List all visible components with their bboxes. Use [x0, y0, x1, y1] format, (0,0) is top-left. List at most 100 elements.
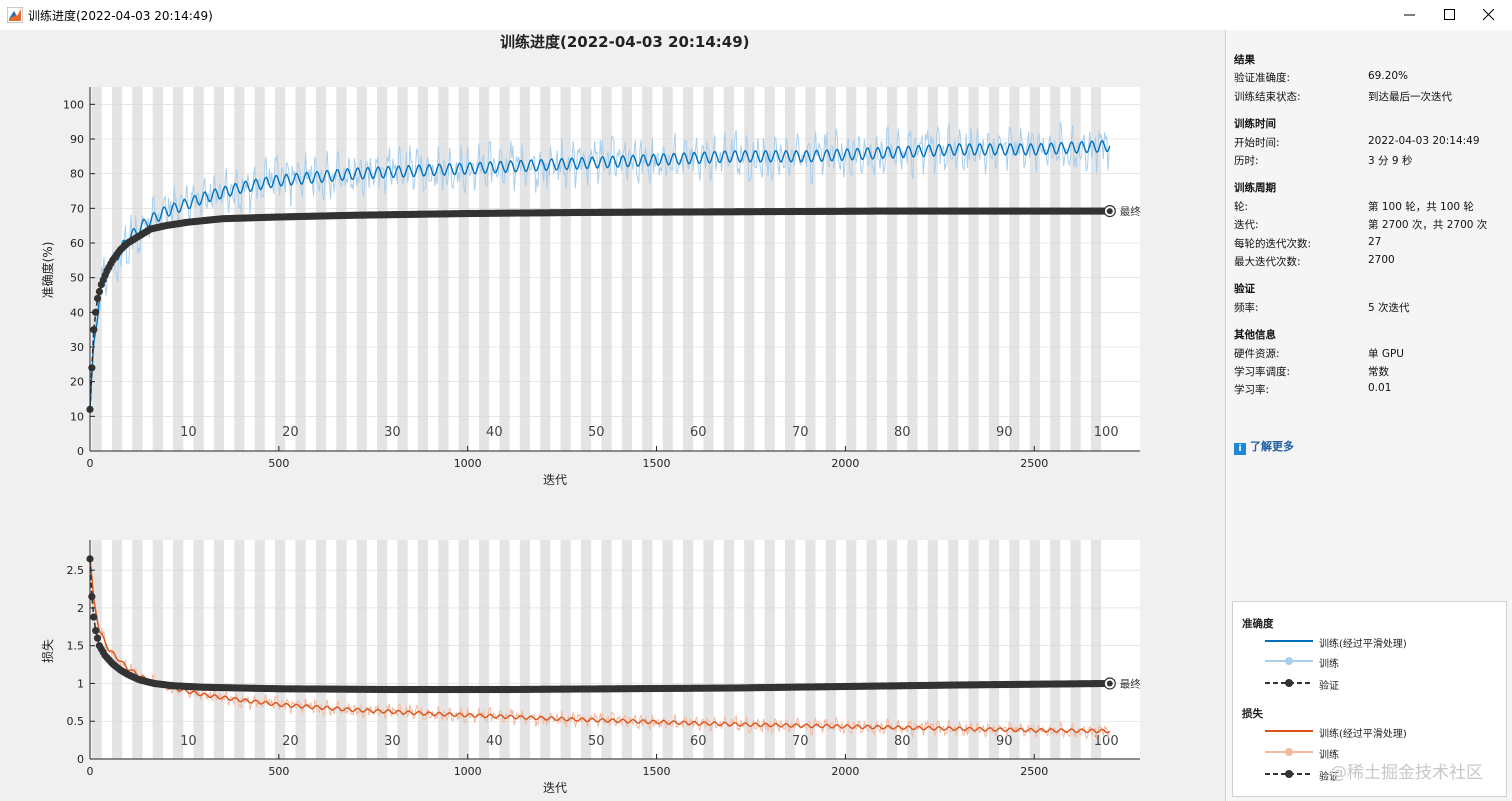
- close-button[interactable]: [1466, 0, 1512, 30]
- final-marker-dot: [1106, 208, 1113, 215]
- legend-loss-val: 验证: [1319, 772, 1339, 783]
- plot-background: [90, 87, 1140, 451]
- epoch-band: [275, 87, 286, 451]
- train-raw-line: [89, 556, 1110, 740]
- info-label: 轮:: [1234, 201, 1249, 213]
- watermark: @稀土掘金技术社区: [1330, 763, 1483, 783]
- validation-point: [93, 294, 102, 303]
- epoch-band: [397, 87, 408, 451]
- epoch-band: [397, 540, 408, 759]
- minimize-button[interactable]: [1387, 0, 1433, 30]
- info-label: 开始时间:: [1234, 137, 1280, 149]
- epoch-band: [519, 87, 531, 451]
- y-tick-label: 1.5: [67, 640, 85, 653]
- frequency-value: 5 次迭代: [1368, 302, 1410, 314]
- info-panel: 结果 验证准确度: 69.20% 训练结束状态: 到达最后一次迭代 训练时间 开…: [1225, 30, 1512, 801]
- validation-accuracy-value: 69.20%: [1368, 70, 1409, 82]
- maximize-icon: [1444, 9, 1455, 20]
- epoch-band: [723, 87, 734, 451]
- y-tick-label: 100: [63, 98, 84, 111]
- epoch-band: [479, 87, 490, 451]
- epoch-band: [438, 87, 449, 451]
- epoch-label: 20: [282, 425, 299, 440]
- epoch-band: [988, 87, 1000, 451]
- epoch-band: [417, 540, 429, 759]
- train-smoothed-line: [89, 558, 1111, 734]
- epoch-band: [540, 87, 551, 451]
- legend-loss-smoothed: 训练(经过平滑处理): [1319, 729, 1407, 740]
- epoch-band: [132, 540, 143, 759]
- epoch-band: [438, 540, 449, 759]
- epoch-band: [111, 87, 123, 451]
- y-tick-label: 0: [77, 753, 84, 766]
- matlab-app-icon: [7, 7, 23, 23]
- epoch-band: [275, 540, 286, 759]
- y-tick-label: 50: [70, 272, 84, 285]
- epoch-band: [356, 87, 367, 451]
- learn-more-link[interactable]: i 了解更多: [1234, 438, 1294, 455]
- info-label: 学习率调度:: [1234, 366, 1291, 378]
- epoch-band: [662, 87, 673, 451]
- epoch-band: [948, 87, 959, 451]
- legend-acc-val-swatch: [1265, 679, 1313, 687]
- other-heading: 其他信息: [1234, 329, 1276, 341]
- legend-box: 准确度 训练(经过平滑处理) 训练 验证 损失 训练(经过平滑处理) 训练 验证: [1232, 601, 1507, 797]
- final-label: 最终: [1120, 677, 1142, 690]
- epoch-label: 80: [894, 425, 911, 440]
- epoch-band: [1070, 540, 1081, 759]
- x-tick-label: 500: [268, 457, 289, 470]
- epoch-band: [132, 87, 143, 451]
- epoch-band: [968, 540, 979, 759]
- epoch-band: [968, 87, 979, 451]
- epoch-band: [152, 540, 163, 759]
- info-label: 频率:: [1234, 302, 1259, 314]
- x-tick-label: 1000: [454, 765, 482, 778]
- epoch-label: 30: [384, 425, 401, 440]
- epoch-band: [764, 87, 775, 451]
- epoch-band: [499, 87, 510, 451]
- y-tick-label: 2: [77, 602, 84, 615]
- epoch-band: [173, 87, 184, 451]
- validation-point: [90, 326, 98, 334]
- epoch-band: [886, 87, 898, 451]
- epoch-label: 20: [282, 734, 299, 749]
- learn-more-label: 了解更多: [1250, 440, 1294, 453]
- epoch-band: [1029, 87, 1040, 451]
- epoch-band: [519, 540, 531, 759]
- epoch-band: [846, 540, 857, 759]
- epoch-band: [621, 540, 632, 759]
- epoch-band: [1050, 540, 1061, 759]
- epoch-band: [336, 87, 347, 451]
- epoch-band: [1070, 87, 1081, 451]
- epoch-band: [825, 540, 836, 759]
- epoch-band: [499, 540, 510, 759]
- epoch-band: [642, 87, 653, 451]
- legend-acc-train: 训练: [1319, 659, 1339, 670]
- legend-loss-smoothed-swatch: [1265, 730, 1313, 732]
- info-icon: i: [1234, 443, 1246, 455]
- epoch-label: 60: [690, 425, 707, 440]
- elapsed-value: 3 分 9 秒: [1368, 155, 1413, 167]
- legend-accuracy-heading: 准确度: [1242, 618, 1274, 630]
- epoch-band: [886, 540, 898, 759]
- epoch-band: [111, 540, 123, 759]
- epoch-band: [560, 87, 571, 451]
- epoch-band: [784, 540, 796, 759]
- y-tick-label: 30: [70, 341, 84, 354]
- epoch-label: 90: [996, 425, 1013, 440]
- y-tick-label: 90: [70, 133, 84, 146]
- epoch-label: 60: [690, 734, 707, 749]
- maximize-button[interactable]: [1427, 0, 1473, 30]
- start-time-value: 2022-04-03 20:14:49: [1368, 135, 1480, 147]
- epoch-band: [91, 540, 102, 759]
- epoch-band: [295, 87, 306, 451]
- epoch-band: [642, 540, 653, 759]
- final-label: 最终: [1120, 205, 1142, 218]
- legend-acc-val: 验证: [1319, 681, 1339, 692]
- epoch-label: 100: [1094, 425, 1119, 440]
- legend-loss-train-swatch: [1265, 748, 1313, 756]
- epoch-label: 100: [1094, 734, 1119, 749]
- epoch-band: [907, 540, 918, 759]
